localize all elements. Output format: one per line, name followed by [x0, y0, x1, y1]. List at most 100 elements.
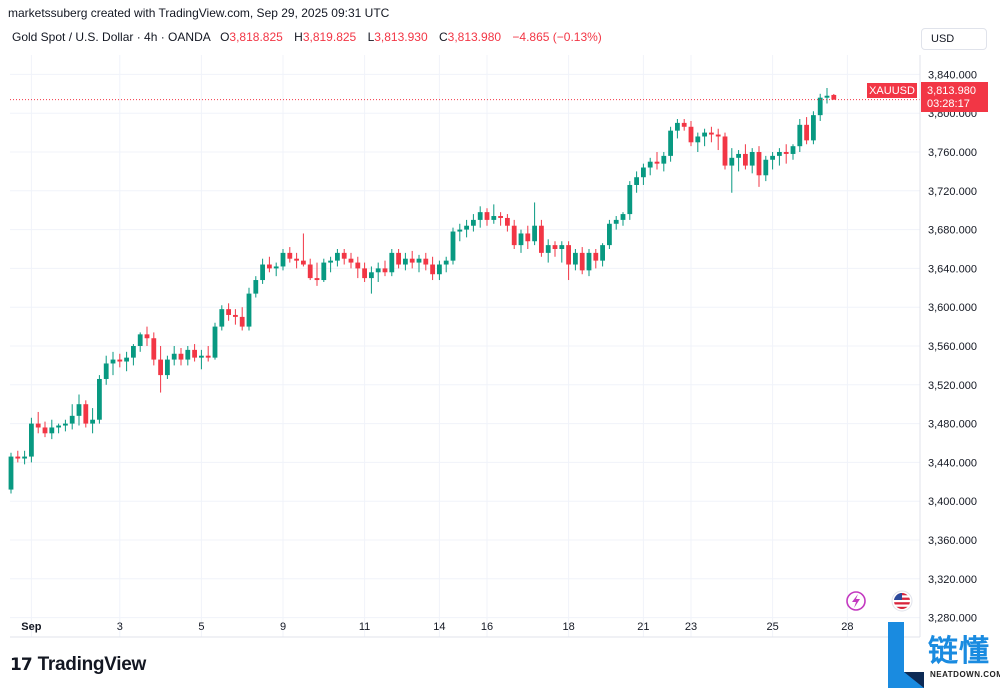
- candle-down: [722, 132, 728, 170]
- candle-down: [505, 214, 510, 232]
- candle-up: [477, 206, 483, 228]
- candle-body: [335, 252, 340, 261]
- candle-body: [267, 264, 272, 269]
- candle-body: [151, 338, 157, 360]
- candle-down: [681, 119, 687, 131]
- candle-body: [607, 223, 612, 246]
- candle-up: [790, 144, 796, 160]
- candle-down: [498, 212, 503, 226]
- price-tag-symbol: XAUUSD: [869, 85, 915, 97]
- candle-body: [566, 245, 571, 265]
- candle-body: [573, 252, 578, 265]
- y-tick-label: 3,560.000: [928, 341, 977, 353]
- candle-body: [702, 132, 707, 137]
- y-tick-label: 3,360.000: [928, 535, 977, 547]
- y-tick-label: 3,440.000: [928, 457, 977, 469]
- currency-button[interactable]: USD: [921, 28, 987, 50]
- close-label: C: [438, 30, 448, 44]
- candle-body: [559, 245, 565, 249]
- candle-body: [348, 258, 354, 263]
- candle-down: [688, 120, 694, 147]
- candle-down: [525, 225, 531, 249]
- candle-body: [688, 126, 694, 143]
- candle-down: [314, 262, 320, 286]
- candle-down: [226, 303, 231, 321]
- candle-up: [63, 419, 68, 432]
- candle-body: [416, 258, 422, 263]
- candle-body: [437, 264, 442, 275]
- candle-body: [484, 212, 490, 220]
- candle-body: [464, 225, 469, 230]
- candle-body: [246, 293, 252, 327]
- candle-body: [76, 404, 82, 416]
- candle-up: [450, 227, 456, 265]
- candle-body: [579, 252, 585, 271]
- candle-down: [355, 256, 361, 279]
- candle-down: [552, 241, 558, 257]
- candle-up: [620, 212, 626, 226]
- y-tick-label: 3,680.000: [928, 225, 977, 237]
- candle-up: [29, 417, 34, 463]
- lightning-icon[interactable]: [846, 591, 866, 611]
- candle-down: [409, 250, 415, 269]
- candle-up: [403, 252, 408, 271]
- us-flag-icon[interactable]: [891, 590, 913, 612]
- candle-up: [260, 258, 265, 284]
- candle-body: [770, 155, 775, 160]
- candle-body: [824, 95, 830, 98]
- candle-up: [600, 243, 605, 267]
- candle-down: [783, 144, 789, 164]
- candle-body: [178, 353, 184, 360]
- candle-body: [369, 272, 374, 279]
- candle-body: [749, 152, 755, 166]
- candle-down: [348, 252, 354, 269]
- candle-body: [756, 152, 762, 176]
- candle-body: [287, 252, 293, 259]
- candle-body: [396, 252, 401, 265]
- candle-body: [199, 355, 204, 358]
- candle-body: [498, 216, 503, 218]
- tradingview-wordmark: TradingView: [37, 654, 147, 675]
- candle-up: [76, 394, 82, 426]
- candle-down: [158, 346, 163, 393]
- candle-body: [63, 423, 68, 426]
- candle-down: [239, 307, 245, 331]
- watermark-l-logo-icon: [888, 622, 924, 688]
- candle-body: [49, 427, 55, 434]
- candle-body: [253, 280, 259, 294]
- candle-body: [165, 359, 170, 376]
- candle-up: [171, 346, 177, 366]
- candle-down: [579, 247, 585, 275]
- candle-body: [42, 427, 48, 434]
- candle-up: [437, 260, 442, 281]
- candle-up: [491, 204, 497, 224]
- candle-down: [593, 249, 599, 269]
- candle-body: [294, 258, 299, 261]
- candle-up: [586, 249, 592, 277]
- change-value: −4.865 (−0.13%): [512, 30, 602, 44]
- open-label: O: [220, 30, 230, 44]
- candle-down: [341, 249, 347, 265]
- candle-down: [301, 233, 306, 267]
- symbol-description[interactable]: Gold Spot / U.S. Dollar · 4h · OANDA: [12, 30, 211, 44]
- low-value: 3,813.930: [374, 30, 428, 44]
- candle-down: [743, 144, 748, 170]
- candle-body: [260, 264, 265, 281]
- candle-body: [552, 245, 558, 249]
- tradingview-logo[interactable]: 17 TradingView: [10, 654, 146, 676]
- candle-body: [518, 233, 524, 246]
- candle-body: [511, 225, 517, 246]
- candle-body: [668, 130, 673, 156]
- candle-body: [69, 415, 75, 424]
- candle-up: [763, 155, 769, 182]
- y-tick-label: 3,640.000: [928, 263, 977, 275]
- candle-up: [165, 355, 170, 379]
- price-tag-price: 3,813.980: [927, 85, 976, 97]
- candle-down: [566, 241, 571, 281]
- candle-up: [103, 355, 109, 385]
- x-tick-label: 28: [841, 621, 853, 633]
- candle-up: [695, 132, 701, 152]
- candle-up: [8, 452, 14, 494]
- x-tick-label: 9: [280, 621, 286, 633]
